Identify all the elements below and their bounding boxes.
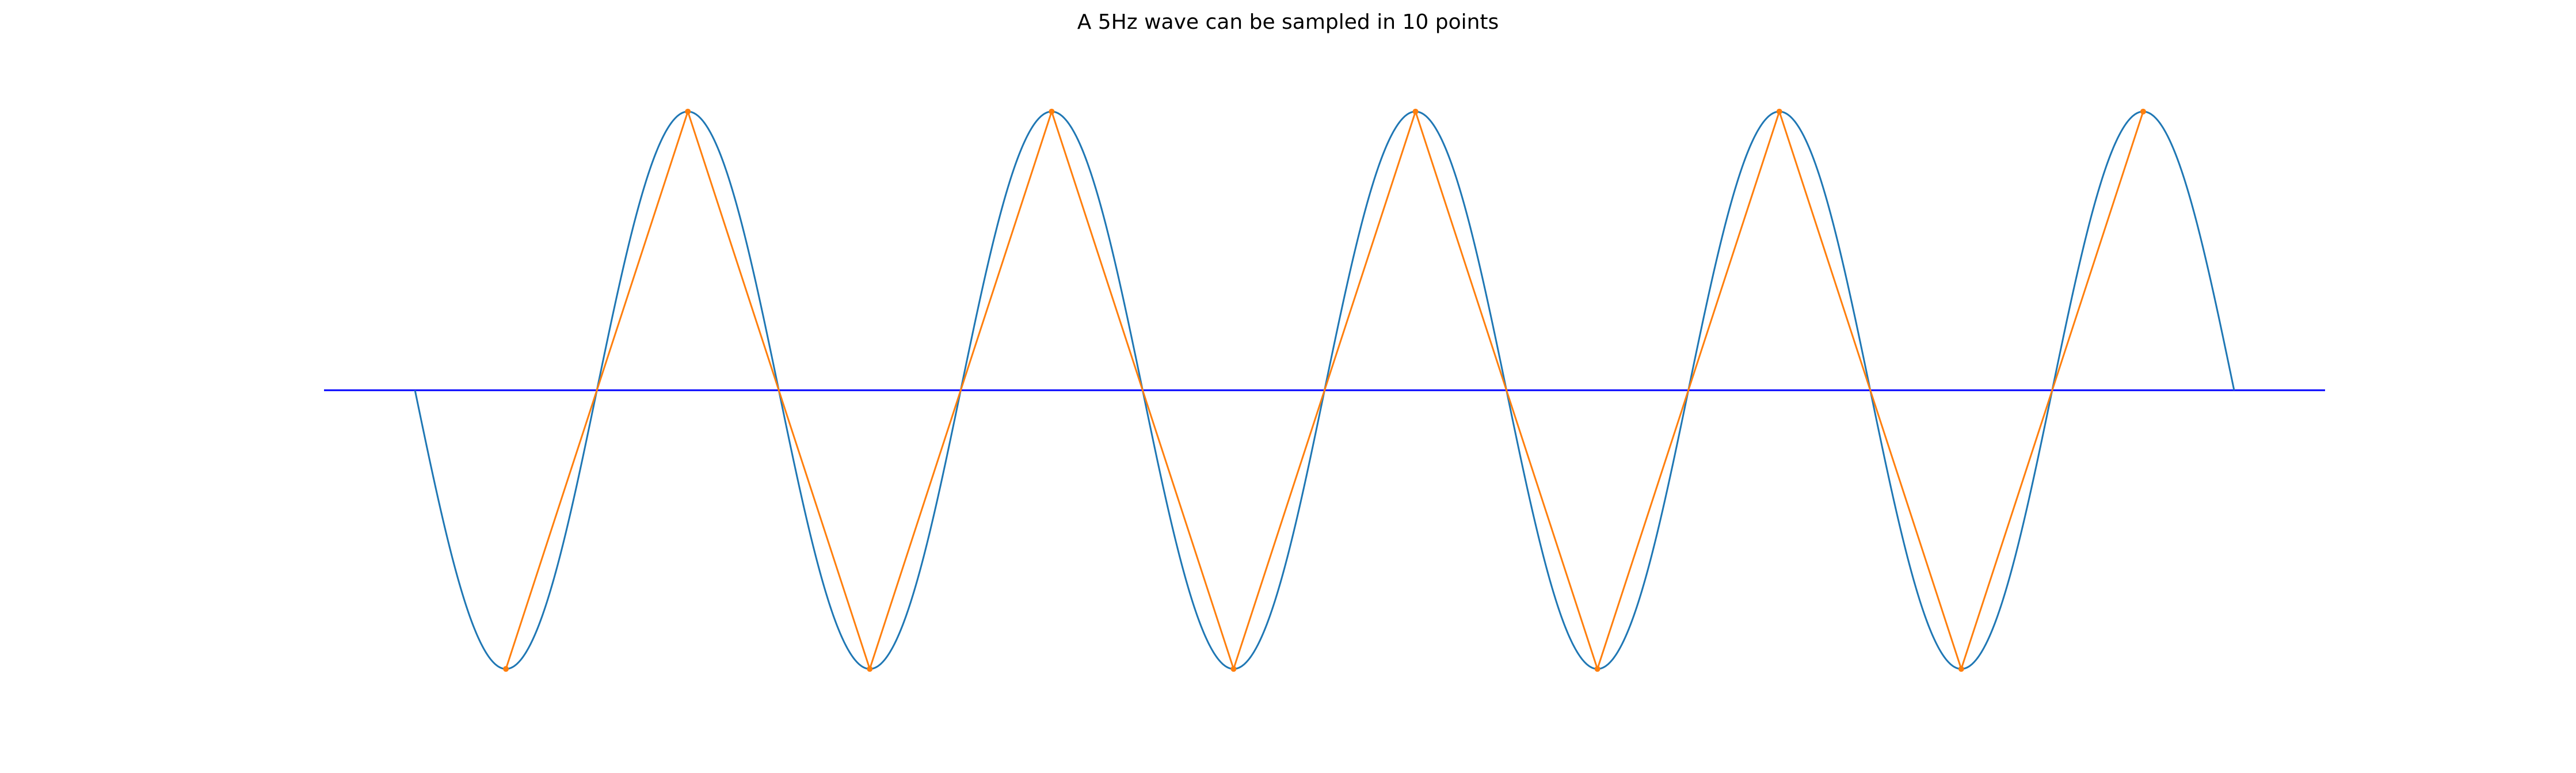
- chart-title: A 5Hz wave can be sampled in 10 points: [1077, 10, 1499, 34]
- sample-point: [1049, 108, 1055, 115]
- sample-point: [1594, 666, 1601, 672]
- samples-layer: [503, 108, 2146, 672]
- sample-point: [503, 666, 509, 672]
- sample-point: [685, 108, 691, 115]
- series-line-samples: [505, 108, 2144, 672]
- sample-point: [1958, 666, 1964, 672]
- sample-point: [1230, 666, 1237, 672]
- sample-point: [867, 666, 873, 672]
- sample-point: [1412, 108, 1419, 115]
- sample-point: [1776, 108, 1782, 115]
- sample-point: [2140, 108, 2146, 115]
